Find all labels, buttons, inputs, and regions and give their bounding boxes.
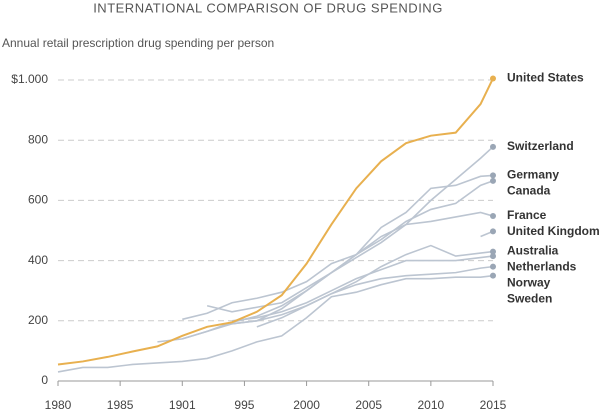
- x-tick-label: 2000: [293, 398, 320, 412]
- y-tick-label: 800: [28, 132, 48, 146]
- end-dot: [490, 172, 496, 179]
- legend-label: Switzerland: [507, 139, 574, 153]
- end-dot: [490, 248, 496, 255]
- legend-label: Norway: [507, 276, 551, 290]
- chart-subtitle: Annual retail prescription drug spending…: [2, 36, 274, 50]
- y-tick-label: 0: [41, 373, 48, 387]
- legend-label: Canada: [507, 184, 551, 198]
- end-dot: [490, 213, 496, 220]
- end-dot: [490, 177, 496, 184]
- end-dot: [490, 272, 496, 279]
- x-tick-label: 995: [234, 398, 254, 412]
- y-tick-label: 200: [28, 313, 48, 327]
- series-line: [182, 146, 494, 340]
- x-tick-label: 1980: [45, 398, 72, 412]
- legend-label: United Kingdom: [507, 224, 600, 238]
- x-tick-label: 1901: [169, 398, 196, 412]
- x-tick-label: 2015: [480, 398, 507, 412]
- legend-label: Germany: [507, 168, 559, 182]
- legend-label: France: [507, 208, 547, 222]
- end-dot: [490, 253, 496, 260]
- series-line: [256, 244, 494, 328]
- series-line: [57, 274, 494, 373]
- x-tick-label: 2005: [355, 398, 382, 412]
- legend-label: Netherlands: [507, 260, 577, 274]
- legend-label: Australia: [507, 244, 559, 258]
- y-tick-label: 600: [28, 193, 48, 207]
- series-line: [57, 78, 494, 366]
- end-dot: [490, 263, 496, 270]
- y-tick-label: $1.000: [11, 72, 48, 86]
- legend-label: Sweden: [507, 292, 552, 306]
- end-dot: [490, 143, 496, 150]
- x-tick-label: 2010: [418, 398, 445, 412]
- y-tick-label: 400: [28, 253, 48, 267]
- series-line: [231, 265, 494, 325]
- end-dot: [490, 228, 496, 235]
- series-line: [182, 174, 494, 321]
- legend-label: United States: [507, 71, 584, 85]
- end-dot: [490, 75, 496, 82]
- chart-title: INTERNATIONAL COMPARISON OF DRUG SPENDIN…: [93, 0, 443, 15]
- x-tick-label: 1985: [107, 398, 134, 412]
